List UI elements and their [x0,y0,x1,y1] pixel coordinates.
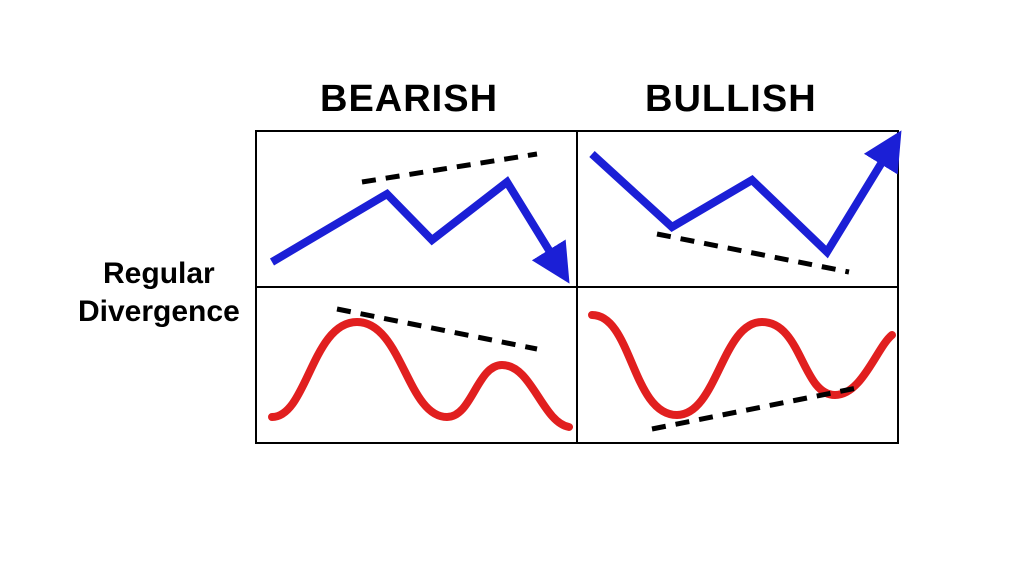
cell-oscillator-bullish [577,287,897,442]
cell-price-bearish [257,132,577,287]
column-header-bullish: BULLISH [645,78,817,121]
row-label-line2: Divergence [78,295,240,328]
trend-line [657,234,849,272]
row-label-regular-divergence: Regular Divergence [78,255,240,330]
row-label-line1: Regular [103,257,215,290]
price-line [592,154,887,252]
oscillator-curve [272,322,569,427]
trend-line [362,154,537,182]
column-header-bearish: BEARISH [320,78,498,121]
cell-price-bullish [577,132,897,287]
price-line [272,182,555,262]
oscillator-curve [592,315,892,415]
cell-oscillator-bearish [257,287,577,442]
trend-line [337,309,537,349]
diagram-stage: BEARISH BULLISH Regular Divergence [0,0,1024,575]
